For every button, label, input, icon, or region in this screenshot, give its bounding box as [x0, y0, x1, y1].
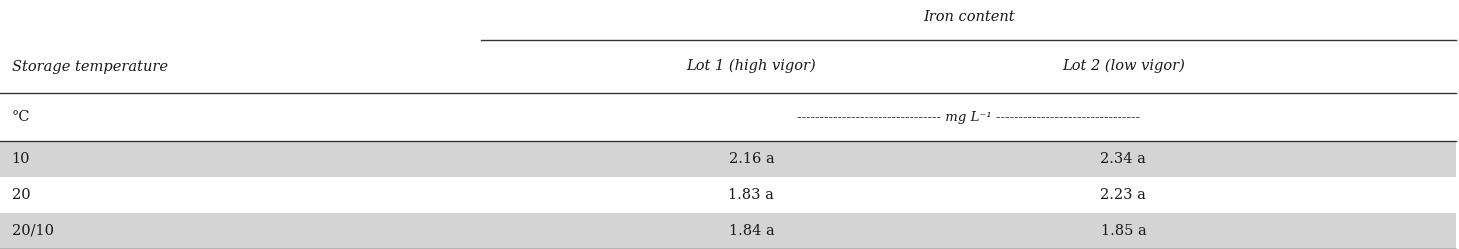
- Text: 2.34 a: 2.34 a: [1100, 152, 1147, 166]
- Text: °C: °C: [12, 110, 31, 124]
- Text: 2.23 a: 2.23 a: [1100, 188, 1147, 202]
- Text: Iron content: Iron content: [924, 10, 1014, 24]
- FancyBboxPatch shape: [0, 213, 1456, 249]
- Text: 10: 10: [12, 152, 31, 166]
- Text: 2.16 a: 2.16 a: [728, 152, 775, 166]
- Text: 20: 20: [12, 188, 31, 202]
- Text: Storage temperature: Storage temperature: [12, 60, 168, 74]
- Text: 1.83 a: 1.83 a: [728, 188, 775, 202]
- FancyBboxPatch shape: [0, 141, 1456, 177]
- Text: 20/10: 20/10: [12, 224, 54, 238]
- Text: Lot 1 (high vigor): Lot 1 (high vigor): [687, 59, 816, 73]
- Text: -------------------------------- mg L⁻¹ --------------------------------: -------------------------------- mg L⁻¹ …: [797, 111, 1141, 124]
- Text: 1.84 a: 1.84 a: [728, 224, 775, 238]
- Text: 1.85 a: 1.85 a: [1100, 224, 1147, 238]
- Text: Lot 2 (low vigor): Lot 2 (low vigor): [1062, 59, 1185, 73]
